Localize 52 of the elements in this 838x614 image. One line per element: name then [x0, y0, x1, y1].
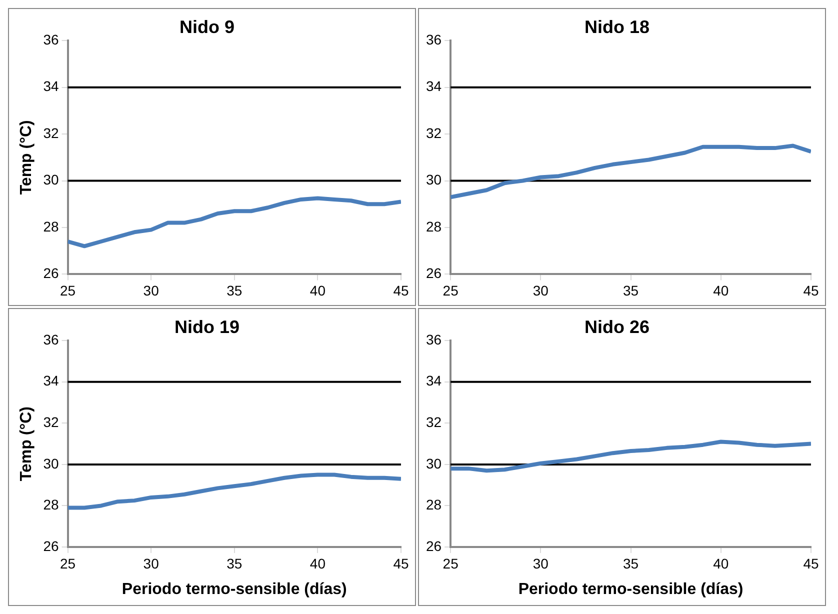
x-tick-label: 45 [803, 282, 819, 298]
x-tick-label: 40 [713, 555, 729, 572]
x-axis-title: Periodo termo-sensible (días) [518, 580, 744, 598]
y-tick-label: 26 [426, 538, 442, 554]
y-tick-label: 32 [43, 124, 59, 141]
x-tick-label: 35 [226, 555, 242, 572]
x-tick-label: 30 [532, 555, 549, 572]
y-tick-label: 36 [426, 31, 442, 48]
x-tick-label: 25 [60, 282, 76, 298]
chart-title: Nido 18 [584, 16, 650, 37]
y-tick-label: 36 [426, 331, 442, 348]
x-tick-label: 35 [622, 282, 639, 298]
x-tick-label: 25 [442, 555, 459, 572]
x-tick-label: 30 [532, 282, 549, 298]
y-tick-label: 32 [43, 414, 59, 430]
x-tick-label: 40 [713, 282, 729, 298]
y-tick-label: 26 [43, 265, 59, 282]
y-tick-label: 28 [43, 496, 59, 513]
y-tick-label: 30 [426, 172, 442, 188]
y-axis-title: Temp (°C) [18, 120, 36, 195]
x-tick-label: 25 [442, 282, 459, 298]
y-tick-label: 34 [426, 78, 442, 94]
x-tick-label: 25 [60, 555, 76, 572]
chart-title: Nido 9 [179, 16, 235, 37]
y-tick-label: 28 [43, 218, 59, 234]
y-tick-label: 28 [426, 218, 442, 234]
y-tick-label: 30 [426, 455, 442, 472]
x-axis-title: Periodo termo-sensible (días) [122, 580, 347, 598]
x-tick-label: 45 [393, 555, 409, 572]
x-tick-label: 35 [622, 555, 639, 572]
y-tick-label: 34 [426, 372, 442, 389]
chart-title: Nido 26 [584, 316, 650, 337]
y-tick-label: 30 [43, 172, 59, 188]
y-tick-label: 34 [43, 372, 59, 389]
y-tick-label: 28 [426, 496, 442, 513]
y-tick-label: 34 [43, 78, 59, 94]
x-tick-label: 30 [143, 555, 160, 572]
chart-title: Nido 19 [174, 316, 240, 337]
y-tick-label: 30 [43, 455, 59, 472]
x-tick-label: 40 [310, 282, 326, 298]
y-tick-label: 36 [43, 331, 59, 348]
x-tick-label: 35 [226, 282, 242, 298]
y-tick-label: 26 [426, 265, 442, 282]
y-tick-label: 26 [43, 538, 59, 554]
x-tick-label: 45 [393, 282, 409, 298]
y-tick-label: 36 [43, 31, 59, 48]
y-tick-label: 32 [426, 414, 442, 430]
y-tick-label: 32 [426, 124, 442, 141]
y-axis-title: Temp (°C) [18, 406, 36, 482]
x-tick-label: 40 [310, 555, 326, 572]
x-tick-label: 45 [803, 555, 819, 572]
x-tick-label: 30 [143, 282, 160, 298]
